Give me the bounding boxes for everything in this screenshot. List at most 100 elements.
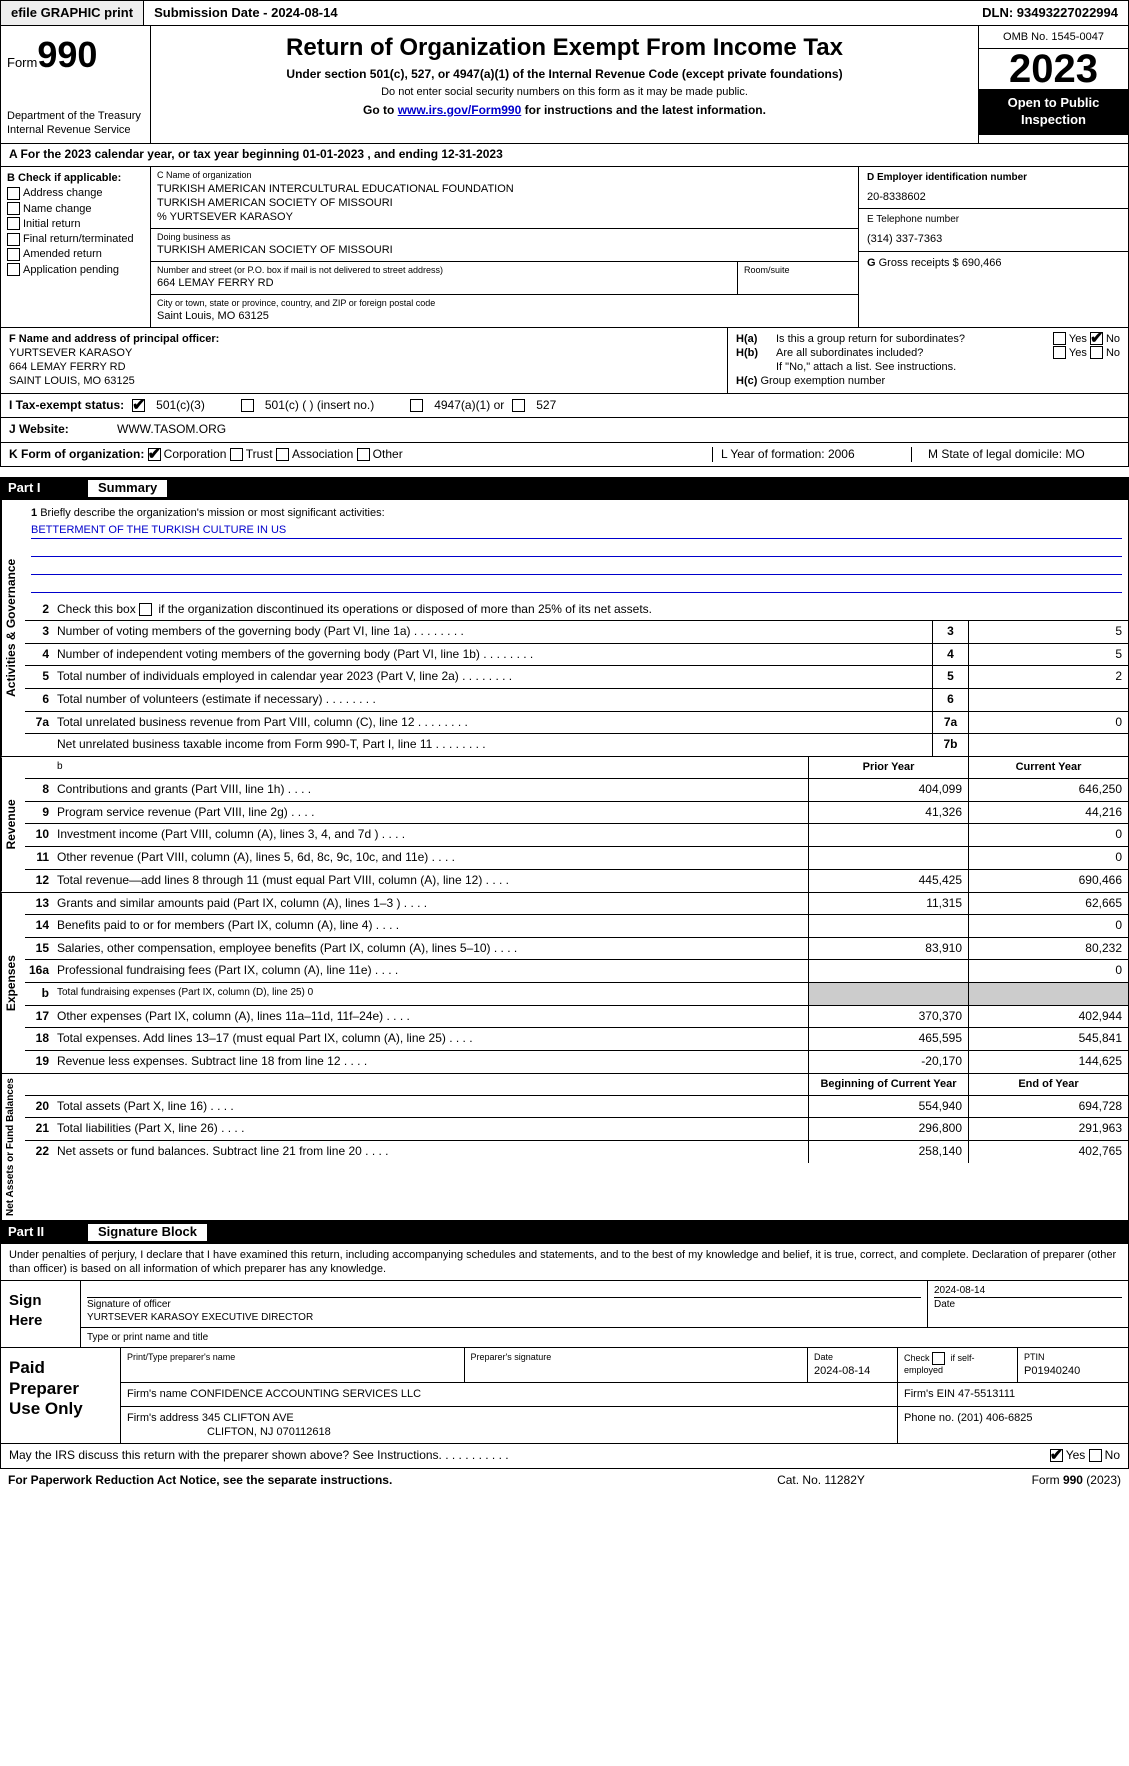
summary-line-14: 14 Benefits paid to or for members (Part… <box>25 915 1128 938</box>
line-num: 14 <box>25 915 53 937</box>
efile-btn[interactable]: efile GRAPHIC print <box>1 1 144 25</box>
current-year-value: 402,765 <box>968 1141 1128 1163</box>
vlabel-net-assets: Net Assets or Fund Balances <box>1 1074 25 1220</box>
line-text: Total revenue—add lines 8 through 11 (mu… <box>53 870 808 892</box>
prep-self-employed[interactable] <box>932 1352 945 1365</box>
chk-address-change[interactable]: Address change <box>7 186 144 200</box>
i-501c3[interactable] <box>132 399 145 412</box>
k-other[interactable] <box>357 448 370 461</box>
form-id-box: Form990 Department of the Treasury Inter… <box>1 26 151 143</box>
line-text: Net assets or fund balances. Subtract li… <box>53 1141 808 1163</box>
k-corp[interactable] <box>148 448 161 461</box>
i-4947[interactable] <box>410 399 423 412</box>
chk-name-change[interactable]: Name change <box>7 202 144 216</box>
org-name-2: TURKISH AMERICAN SOCIETY OF MISSOURI <box>157 196 852 210</box>
prior-year-value: 258,140 <box>808 1141 968 1163</box>
line-text: Other revenue (Part VIII, column (A), li… <box>53 847 808 869</box>
prior-year-value <box>808 847 968 869</box>
hb-no[interactable] <box>1090 346 1103 359</box>
section-revenue: Revenue b Prior Year Current Year 8 Cont… <box>0 757 1129 892</box>
city-lbl: City or town, state or province, country… <box>157 298 852 310</box>
line-num: 3 <box>25 621 53 643</box>
chk-amended-return[interactable]: Amended return <box>7 247 144 261</box>
chk-application-pending[interactable]: Application pending <box>7 263 144 277</box>
i-501c[interactable] <box>241 399 254 412</box>
line-num: 6 <box>25 689 53 711</box>
current-year-value <box>968 983 1128 1005</box>
line-box-num: 5 <box>932 666 968 688</box>
no-lbl: No <box>1106 333 1120 345</box>
line-num: 21 <box>25 1118 53 1140</box>
discuss-yes[interactable] <box>1050 1449 1063 1462</box>
penalty-statement: Under penalties of perjury, I declare th… <box>0 1244 1129 1282</box>
current-year-value: 0 <box>968 960 1128 982</box>
line-value: 0 <box>968 712 1128 734</box>
summary-line-10: 10 Investment income (Part VIII, column … <box>25 824 1128 847</box>
dept-label: Department of the Treasury Internal Reve… <box>7 109 144 138</box>
line-text: Total assets (Part X, line 16) . . . . <box>53 1096 808 1118</box>
vlabel-expenses: Expenses <box>1 893 25 1073</box>
sig-date-val: 2024-08-14 <box>934 1284 1122 1298</box>
chk-initial-return[interactable]: Initial return <box>7 217 144 231</box>
line-num: 16a <box>25 960 53 982</box>
k-assoc[interactable] <box>276 448 289 461</box>
line-2-checkbox[interactable] <box>139 603 152 616</box>
tax-year: 2023 <box>979 49 1128 89</box>
summary-line-9: 9 Program service revenue (Part VIII, li… <box>25 802 1128 825</box>
line-text: Grants and similar amounts paid (Part IX… <box>53 893 808 915</box>
public-inspection: Open to Public Inspection <box>979 89 1128 135</box>
line-value <box>968 734 1128 756</box>
chk-lbl: Name change <box>23 203 92 215</box>
i-527[interactable] <box>512 399 525 412</box>
line-text: Benefits paid to or for members (Part IX… <box>53 915 808 937</box>
f-name: YURTSEVER KARASOY <box>9 346 719 360</box>
hb-yes[interactable] <box>1053 346 1066 359</box>
summary-line-7a: 7a Total unrelated business revenue from… <box>25 712 1128 735</box>
mission-blank-3 <box>31 577 1122 593</box>
chk-final-return[interactable]: Final return/terminated <box>7 232 144 246</box>
part-2-header: Part II Signature Block <box>0 1221 1129 1244</box>
line-text: Investment income (Part VIII, column (A)… <box>53 824 808 846</box>
line-num: 11 <box>25 847 53 869</box>
current-year-value: 62,665 <box>968 893 1128 915</box>
f-officer: F Name and address of principal officer:… <box>1 328 728 393</box>
section-activities-governance: Activities & Governance 1 Briefly descri… <box>0 500 1129 757</box>
h-group-return: H(a) Is this a group return for subordin… <box>728 328 1128 393</box>
discuss-no[interactable] <box>1089 1449 1102 1462</box>
prep-sig-lbl: Preparer's signature <box>471 1352 802 1364</box>
m-state-domicile: M State of legal domicile: MO <box>920 447 1120 463</box>
line-num: 12 <box>25 870 53 892</box>
chk-lbl: Final return/terminated <box>23 233 134 245</box>
prior-year-value: 445,425 <box>808 870 968 892</box>
l-year-formation: L Year of formation: 2006 <box>712 447 912 463</box>
chk-lbl: Application pending <box>23 264 119 276</box>
i-lbl: I Tax-exempt status: <box>9 398 124 414</box>
col-c-org-info: C Name of organization TURKISH AMERICAN … <box>151 167 858 327</box>
row-j-website: J Website: WWW.TASOM.ORG <box>0 418 1129 443</box>
k-lbl: K Form of organization: <box>9 447 144 461</box>
line-num: 4 <box>25 644 53 666</box>
irs-link[interactable]: www.irs.gov/Form990 <box>398 103 522 117</box>
k-trust[interactable] <box>230 448 243 461</box>
line-box-num: 7a <box>932 712 968 734</box>
firm-ein-val: 47-5513111 <box>958 1388 1015 1400</box>
firm-ein-lbl: Firm's EIN <box>904 1388 955 1400</box>
line-text: Total number of individuals employed in … <box>53 666 932 688</box>
part-2-title: Signature Block <box>88 1224 207 1241</box>
summary-line-19: 19 Revenue less expenses. Subtract line … <box>25 1051 1128 1073</box>
k-o1: Corporation <box>164 447 227 461</box>
ha-no[interactable] <box>1090 332 1103 345</box>
ha-yes[interactable] <box>1053 332 1066 345</box>
hc-text: Group exemption number <box>760 375 885 387</box>
j-lbl: J Website: <box>9 422 109 438</box>
line-num <box>25 734 53 756</box>
summary-line-b: b Total fundraising expenses (Part IX, c… <box>25 983 1128 1006</box>
line-num: 22 <box>25 1141 53 1163</box>
current-year-value: 694,728 <box>968 1096 1128 1118</box>
revenue-header-row: b Prior Year Current Year <box>25 757 1128 779</box>
summary-line-20: 20 Total assets (Part X, line 16) . . . … <box>25 1096 1128 1119</box>
prior-year-value: 465,595 <box>808 1028 968 1050</box>
website-val: WWW.TASOM.ORG <box>117 422 226 438</box>
g-gross-receipts: Gross receipts $ 690,466 <box>879 257 1002 269</box>
dba-lbl: Doing business as <box>157 232 852 244</box>
